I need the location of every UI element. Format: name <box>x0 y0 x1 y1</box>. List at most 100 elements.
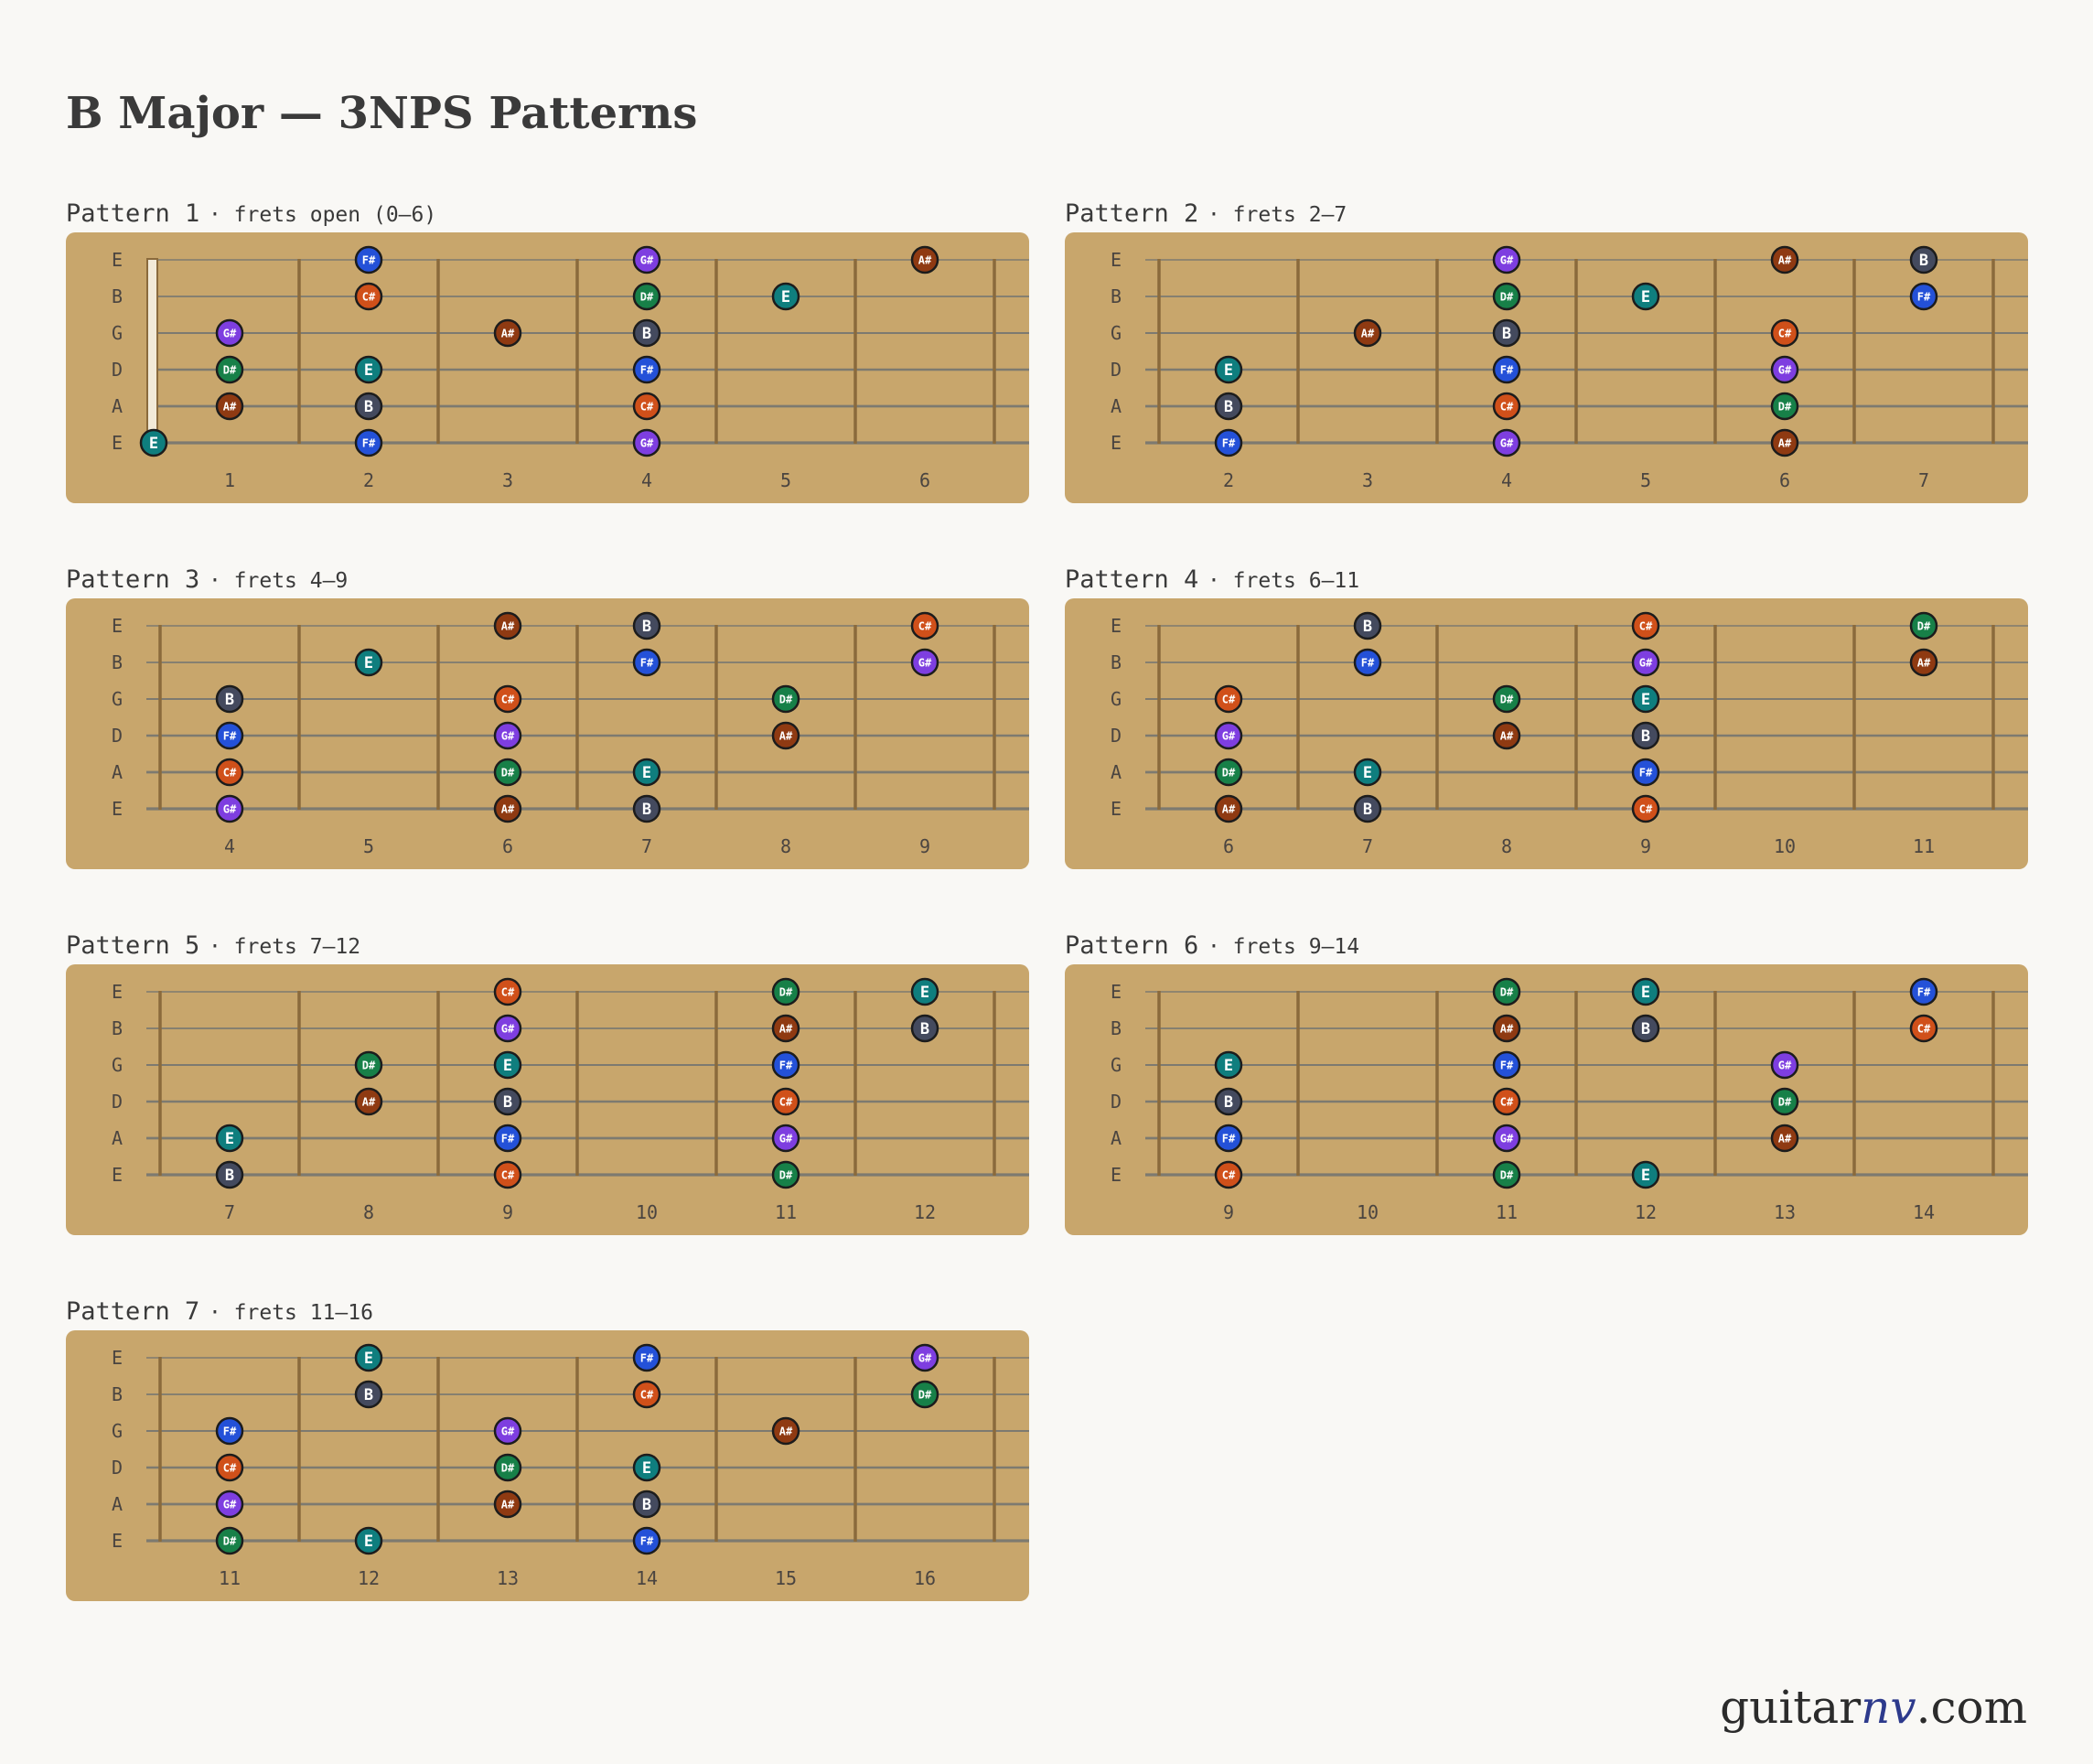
note-marker: B <box>354 392 383 421</box>
note-circle <box>493 1050 522 1080</box>
note-circle <box>354 392 383 421</box>
note-label: E <box>1641 984 1650 1002</box>
note-circle <box>910 648 939 677</box>
note-label: F# <box>640 1534 654 1547</box>
note-circle <box>632 282 661 311</box>
fret-number-label: 7 <box>641 835 652 857</box>
note-label: D# <box>501 766 515 779</box>
note-label: G# <box>1500 253 1514 266</box>
note-marker: E <box>493 1050 522 1080</box>
note-marker: B <box>1909 245 1938 274</box>
string-name-label: D <box>112 725 123 747</box>
note-circle <box>354 428 383 457</box>
note-circle <box>1492 355 1521 384</box>
note-label: G# <box>1500 436 1514 449</box>
note-marker: G# <box>493 1416 522 1446</box>
note-circle <box>493 1453 522 1482</box>
string-name-label: E <box>112 432 123 454</box>
note-marker: F# <box>1631 758 1660 787</box>
note-marker: B <box>632 1490 661 1519</box>
note-circle <box>493 1087 522 1116</box>
note-circle <box>1770 1087 1799 1116</box>
note-circle <box>1214 355 1243 384</box>
note-circle <box>910 611 939 640</box>
note-circle <box>1770 428 1799 457</box>
note-circle <box>493 611 522 640</box>
note-circle <box>215 1453 244 1482</box>
note-label: E <box>364 654 373 672</box>
note-marker: G# <box>1492 1124 1521 1153</box>
note-circle <box>1631 977 1660 1006</box>
note-label: E <box>149 435 158 453</box>
fret-number-label: 14 <box>1913 1201 1935 1223</box>
note-label: B <box>642 801 651 819</box>
string-name-label: E <box>1111 981 1122 1003</box>
note-circle <box>910 1343 939 1372</box>
note-circle <box>139 428 168 457</box>
note-marker: D# <box>771 1160 800 1189</box>
note-circle <box>1770 355 1799 384</box>
note-marker: A# <box>215 392 244 421</box>
note-circle <box>1492 977 1521 1006</box>
fret-number-label: 4 <box>1501 469 1512 491</box>
note-circle <box>632 611 661 640</box>
note-label: G# <box>918 1351 932 1364</box>
note-marker: C# <box>215 758 244 787</box>
note-marker: D# <box>1492 1160 1521 1189</box>
note-label: E <box>920 984 929 1002</box>
note-circle <box>632 355 661 384</box>
note-label: B <box>1919 252 1928 270</box>
note-label: F# <box>1222 1132 1236 1145</box>
note-circle <box>354 1526 383 1555</box>
fret-number-label: 2 <box>1223 469 1234 491</box>
note-marker: G# <box>1492 245 1521 274</box>
fret-number-label: 9 <box>502 1201 513 1223</box>
note-circle <box>215 721 244 750</box>
note-label: G# <box>1778 363 1792 376</box>
note-marker: G# <box>910 648 939 677</box>
fret-number-label: 10 <box>1357 1201 1379 1223</box>
note-circle <box>1631 758 1660 787</box>
note-marker: D# <box>771 977 800 1006</box>
fret-number-label: 3 <box>1362 469 1373 491</box>
note-marker: B <box>910 1014 939 1043</box>
note-label: G# <box>501 729 515 742</box>
fret-number-label: 4 <box>224 835 235 857</box>
note-label: A# <box>1361 327 1375 339</box>
note-circle <box>354 648 383 677</box>
note-circle <box>1353 611 1382 640</box>
string-name-label: D <box>112 359 123 381</box>
note-marker: A# <box>1492 1014 1521 1043</box>
note-circle <box>354 282 383 311</box>
note-marker: C# <box>493 684 522 714</box>
note-circle <box>1492 1050 1521 1080</box>
note-label: D# <box>1222 766 1236 779</box>
pattern-5: Pattern 5 · frets 7–12 E B G D A E 7 8 9 10 11 12 C#… <box>66 928 1029 1239</box>
note-circle <box>493 1490 522 1519</box>
note-circle <box>1214 721 1243 750</box>
note-circle <box>632 1490 661 1519</box>
note-label: B <box>1641 727 1650 746</box>
note-marker: B <box>493 1087 522 1116</box>
fret-number-label: 15 <box>775 1567 797 1589</box>
pattern-name: Pattern 4 <box>1065 565 1199 594</box>
note-marker: G# <box>1770 355 1799 384</box>
fret-number-label: 6 <box>1223 835 1234 857</box>
note-circle <box>354 355 383 384</box>
note-label: G# <box>1222 729 1236 742</box>
note-circle <box>1770 392 1799 421</box>
fretboard-background <box>66 1330 1029 1601</box>
fret-number-label: 14 <box>636 1567 658 1589</box>
note-label: C# <box>779 1095 793 1108</box>
note-label: C# <box>1778 327 1792 339</box>
brand-accent: nv <box>1861 1681 1916 1734</box>
note-marker: B <box>1214 392 1243 421</box>
string-name-label: G <box>1111 1054 1122 1076</box>
fret-number-label: 4 <box>641 469 652 491</box>
note-label: D# <box>223 1534 237 1547</box>
note-label: C# <box>223 766 237 779</box>
note-circle <box>493 721 522 750</box>
string-name-label: A <box>1111 395 1122 417</box>
note-label: A# <box>501 1498 515 1511</box>
